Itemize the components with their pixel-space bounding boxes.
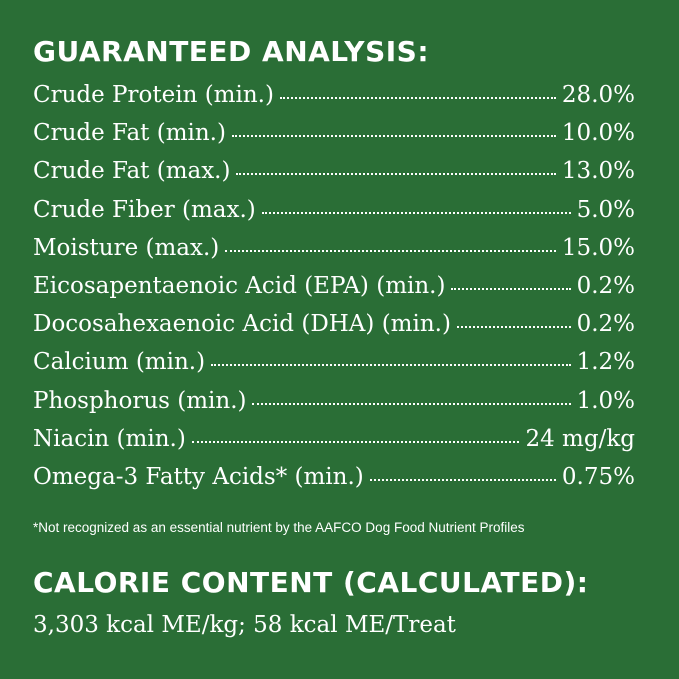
nutrient-value: 5.0% [576, 196, 635, 223]
nutrient-value: 15.0% [561, 234, 635, 261]
nutrient-label: Omega-3 Fatty Acids* (min.) [33, 463, 364, 490]
calorie-content-value: 3,303 kcal ME/kg; 58 kcal ME/Treat [33, 612, 456, 638]
nutrient-label: Docosahexaenoic Acid (DHA) (min.) [33, 311, 451, 338]
dot-leader [261, 211, 571, 214]
dot-leader [456, 326, 571, 329]
dot-leader [369, 478, 556, 481]
analysis-row: Calcium (min.) 1.2% [33, 349, 635, 387]
nutrient-label: Phosphorus (min.) [33, 387, 247, 414]
analysis-row: Eicosapentaenoic Acid (EPA) (min.) 0.2% [33, 273, 635, 311]
nutrient-value: 1.2% [576, 349, 635, 376]
nutrient-value: 0.2% [576, 311, 635, 338]
nutrient-label: Crude Fat (min.) [33, 120, 226, 147]
analysis-row: Crude Fat (min.) 10.0% [33, 120, 635, 158]
nutrient-value: 0.75% [561, 463, 635, 490]
dot-leader [451, 287, 571, 290]
analysis-row: Crude Protein (min.) 28.0% [33, 82, 635, 120]
analysis-row: Crude Fat (max.) 13.0% [33, 158, 635, 196]
nutrient-label: Niacin (min.) [33, 425, 186, 452]
nutrient-value: 28.0% [561, 82, 635, 108]
nutrient-value: 13.0% [561, 158, 635, 185]
nutrient-label: Eicosapentaenoic Acid (EPA) (min.) [33, 272, 446, 299]
dot-leader [279, 97, 556, 99]
nutrient-value: 0.2% [576, 272, 635, 299]
nutrient-label: Moisture (max.) [33, 234, 220, 261]
calorie-content-heading: CALORIE CONTENT (CALCULATED): [33, 566, 589, 599]
analysis-row: Moisture (max.) 15.0% [33, 235, 635, 273]
analysis-row: Phosphorus (min.) 1.0% [33, 388, 635, 426]
dot-leader [211, 364, 571, 367]
aafco-footnote: *Not recognized as an essential nutrient… [33, 520, 525, 535]
analysis-row: Omega-3 Fatty Acids* (min.) 0.75% [33, 464, 635, 502]
nutrient-label: Crude Fiber (max.) [33, 196, 256, 223]
analysis-row: Docosahexaenoic Acid (DHA) (min.) 0.2% [33, 311, 635, 349]
analysis-table: Crude Protein (min.) 28.0% Crude Fat (mi… [33, 82, 635, 502]
nutrient-value: 24 mg/kg [525, 425, 635, 452]
dot-leader [225, 249, 556, 252]
analysis-row: Niacin (min.) 24 mg/kg [33, 426, 635, 464]
dot-leader [231, 135, 556, 138]
analysis-row: Crude Fiber (max.) 5.0% [33, 197, 635, 235]
dot-leader [252, 402, 571, 405]
guaranteed-analysis-heading: GUARANTEED ANALYSIS: [33, 35, 430, 68]
dot-leader [191, 440, 520, 443]
nutrient-label: Crude Protein (min.) [33, 82, 274, 108]
nutrient-label: Crude Fat (max.) [33, 158, 231, 185]
nutrient-value: 10.0% [561, 120, 635, 147]
nutrient-label: Calcium (min.) [33, 349, 206, 376]
nutrient-value: 1.0% [576, 387, 635, 414]
dot-leader [236, 173, 556, 176]
